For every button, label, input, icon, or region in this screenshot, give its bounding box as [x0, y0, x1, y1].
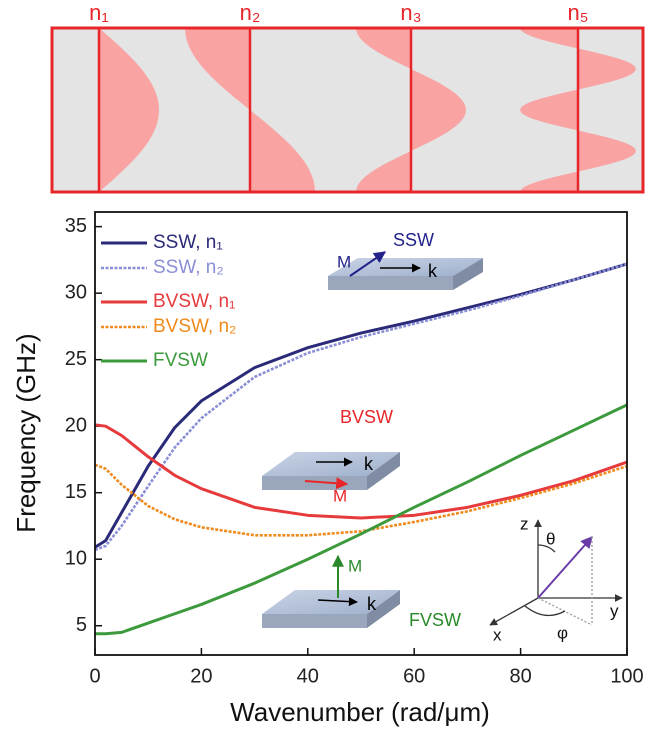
legend-label: FVSW — [153, 350, 208, 371]
y-tick-label: 5 — [76, 614, 87, 636]
vector — [537, 536, 593, 599]
inset-label: FVSW — [409, 610, 461, 630]
x-axis-arrow — [489, 597, 539, 626]
x-tick-label: 40 — [297, 665, 319, 687]
theta-arc — [537, 544, 556, 553]
inset-label: SSW — [393, 230, 434, 250]
k-arrow — [317, 597, 358, 607]
y-tick-label: 30 — [65, 281, 87, 303]
coord-label: φ — [557, 623, 568, 642]
coord-label: θ — [546, 529, 555, 548]
inset-label: k — [428, 261, 438, 281]
y-tick-label: 25 — [65, 348, 87, 370]
coord-label: x — [493, 625, 502, 644]
coordinate-system — [489, 519, 623, 626]
slab-side — [262, 476, 367, 490]
inset-label: M — [348, 556, 362, 575]
legend-label: BVSW, n₂ — [153, 316, 236, 337]
inset-label: BVSW — [340, 407, 393, 427]
y-tick-label: 20 — [65, 414, 87, 436]
mode-profile — [99, 28, 159, 192]
mode-label: n₁ — [89, 0, 109, 25]
x-axis-label: Wavenumber (rad/μm) — [230, 697, 490, 727]
series-line — [94, 262, 628, 549]
coord-labels: z θ y x φ — [493, 514, 619, 644]
mode-panel — [50, 26, 645, 194]
slab-top — [328, 258, 483, 276]
legend-label: SSW, n₂ — [153, 257, 224, 278]
inset-label: k — [364, 454, 374, 474]
mode-label: n₃ — [400, 0, 421, 25]
inset-label: M — [337, 252, 351, 271]
mode-label: n₅ — [567, 0, 588, 25]
legend-label: SSW, n₁ — [153, 232, 223, 253]
coord-label: z — [520, 514, 529, 533]
slab-side — [453, 258, 483, 290]
x-tick-label: 100 — [610, 665, 643, 687]
y-tick-label: 10 — [65, 547, 87, 569]
mode-label: n₂ — [240, 0, 261, 25]
slab-side — [367, 590, 400, 628]
x-tick-label: 20 — [190, 665, 212, 687]
y-tick-label: 15 — [65, 481, 87, 503]
series-line — [95, 403, 628, 636]
inset-label: k — [367, 594, 377, 614]
legend-label: BVSW, n₁ — [153, 291, 235, 312]
y-axis-label: Frequency (GHz) — [11, 333, 41, 532]
m-arrow — [304, 477, 349, 490]
slab-side — [328, 276, 453, 290]
x-tick-label: 60 — [403, 665, 425, 687]
plot-frame — [94, 211, 628, 656]
panel-border — [50, 26, 645, 194]
slab-top — [262, 590, 400, 614]
bvsw-inset: BVSW k M — [262, 407, 400, 505]
x-tick-label: 80 — [509, 665, 531, 687]
m-arrow — [349, 251, 386, 277]
slab-side — [367, 452, 400, 490]
inset-label: M — [333, 486, 347, 505]
series-line — [94, 423, 628, 520]
phi-arc — [524, 605, 566, 617]
slab-side — [262, 614, 367, 628]
y-tick-label: 35 — [65, 215, 87, 237]
slab-top — [262, 452, 400, 476]
series-line — [94, 262, 628, 552]
coord-label: y — [610, 601, 619, 620]
fvsw-inset: FVSW M k — [262, 554, 461, 630]
x-tick-label: 0 — [89, 665, 100, 687]
ssw-inset: SSW M k — [328, 230, 483, 290]
